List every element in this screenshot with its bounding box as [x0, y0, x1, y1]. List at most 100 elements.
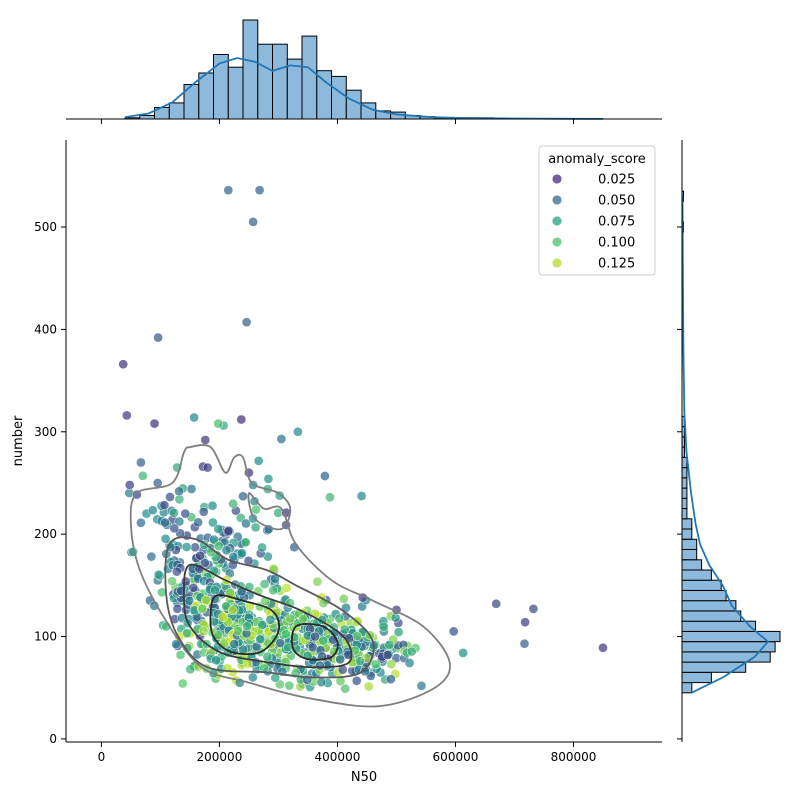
scatter-point	[254, 185, 265, 196]
scatter-point	[293, 426, 303, 437]
scatter-point	[259, 579, 270, 589]
scatter-point	[370, 659, 381, 670]
marginal-x-bar	[213, 54, 229, 120]
scatter-point	[237, 548, 247, 558]
scatter-point	[202, 462, 213, 473]
y-tick-label: 300	[34, 425, 57, 439]
scatter-point	[241, 317, 252, 328]
marginal-y-bar	[681, 549, 698, 561]
scatter-point	[200, 435, 211, 445]
scatter-point	[250, 522, 261, 533]
legend-label: 0.100	[598, 236, 635, 251]
marginal-x-bar	[345, 89, 362, 120]
scatter-point	[248, 217, 258, 227]
marginal-x-bar	[139, 115, 156, 120]
marginal-y-bar	[681, 518, 693, 530]
scatter-point	[136, 457, 146, 468]
x-tick-label: 600000	[433, 750, 479, 764]
marginal-y-bar	[681, 661, 747, 673]
scatter-point	[416, 681, 427, 691]
scatter-point	[275, 638, 286, 648]
scatter-point	[198, 626, 209, 637]
scatter-point	[257, 542, 267, 553]
scatter-point	[356, 491, 367, 501]
marginal-y-bar	[681, 579, 722, 591]
scatter-point	[149, 418, 160, 429]
scatter-point	[251, 504, 261, 515]
scatter-point	[137, 470, 148, 481]
scatter-point	[384, 640, 395, 650]
legend-marker	[551, 236, 563, 248]
scatter-point	[404, 658, 415, 668]
marginal-y-kde-curve	[681, 196, 770, 694]
scatter-point	[491, 598, 502, 609]
scatter-point	[180, 508, 191, 519]
marginal-y-bar	[681, 477, 688, 489]
scatter-point	[189, 412, 199, 423]
scatter-point	[228, 498, 238, 509]
legend-frame	[538, 145, 656, 276]
scatter-point	[221, 545, 232, 556]
scatter-point	[238, 491, 248, 502]
marginal-x-kde-curve	[124, 57, 604, 120]
scatter-point	[165, 492, 175, 502]
legend-marker	[551, 194, 563, 206]
scatter-point	[241, 518, 251, 529]
marginal-y-bar	[681, 682, 693, 694]
scatter-point	[338, 593, 349, 604]
x-tick-label: 200000	[197, 750, 243, 764]
scatter-point	[248, 513, 258, 524]
scatter-point	[229, 639, 240, 649]
scatter-point	[160, 517, 170, 528]
marginal-y-ticks	[677, 226, 682, 740]
x-axis-label: N50	[351, 770, 377, 785]
marginal-x-bar	[257, 43, 274, 120]
scatter-point	[223, 185, 234, 196]
scatter-point	[257, 620, 268, 630]
scatter-point	[325, 492, 335, 503]
scatter-point	[147, 505, 158, 516]
scatter-point	[172, 566, 182, 577]
scatter-point	[528, 604, 539, 614]
scatter-point	[169, 523, 180, 534]
scatter-point	[315, 660, 325, 671]
legend-label: 0.050	[598, 194, 635, 209]
marginal-y-bar	[681, 497, 688, 509]
scatter-point	[185, 664, 196, 675]
scatter-point	[262, 651, 273, 662]
scatter-point	[136, 517, 146, 528]
scatter-point	[250, 657, 261, 668]
scatter-point	[172, 603, 183, 614]
scatter-point	[190, 542, 200, 553]
scatter-point	[598, 642, 608, 653]
scatter-point	[363, 681, 374, 692]
scatter-point	[210, 585, 220, 596]
scatter-point	[310, 631, 320, 642]
marginal-y-bar	[681, 487, 688, 499]
marginal-x-bar	[168, 102, 185, 120]
scatter-point	[282, 642, 293, 653]
y-axis-ticks: 0 100 200 300 400 500	[34, 220, 66, 746]
scatter-point	[247, 672, 258, 683]
legend-label: 0.125	[598, 257, 635, 272]
scatter-point	[175, 650, 186, 660]
scatter-point	[281, 629, 291, 640]
kde-contour-mid	[164, 536, 375, 679]
y-axis-label: number	[11, 415, 26, 466]
legend-label: 0.075	[598, 215, 635, 230]
scatter-point	[242, 621, 252, 632]
scatter-point	[153, 569, 164, 580]
scatter-point	[167, 576, 177, 587]
kde-contour-core-right	[291, 623, 339, 661]
scatter-point	[448, 626, 459, 637]
scatter-point	[169, 508, 179, 518]
legend-title: anomaly_score	[548, 152, 646, 167]
marginal-x-bar	[242, 19, 259, 120]
y-tick-label: 400	[34, 322, 57, 336]
scatter-point	[181, 542, 192, 552]
scatter-point	[320, 471, 330, 481]
scatter-point	[519, 638, 530, 649]
scatter-point	[393, 627, 404, 637]
marginal-x-bar	[331, 75, 347, 120]
scatter-point	[406, 646, 417, 657]
